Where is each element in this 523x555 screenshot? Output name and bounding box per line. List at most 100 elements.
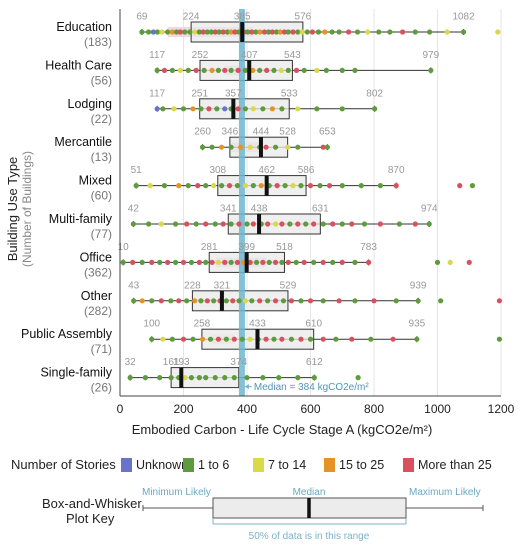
data-point: [393, 183, 399, 189]
value-label-q3: 610: [305, 319, 322, 330]
legend-label: 1 to 6: [198, 458, 229, 472]
overall-median-layer: Median = 384 kgCO2e/m²: [238, 9, 369, 396]
value-label-median: 444: [253, 127, 270, 138]
category-label: Office: [80, 250, 112, 264]
data-point: [211, 183, 217, 189]
data-point: [330, 259, 336, 265]
data-point: [196, 375, 202, 381]
data-point: [235, 67, 241, 73]
data-point: [352, 259, 358, 265]
value-label-q3: 543: [284, 50, 301, 61]
category-count: (71): [91, 342, 112, 356]
data-point: [415, 298, 421, 304]
category-label: Mixed: [79, 174, 112, 188]
data-point: [203, 259, 209, 265]
data-point: [460, 29, 467, 35]
data-point: [207, 336, 214, 342]
data-point: [371, 298, 377, 304]
value-label-min: 260: [194, 127, 211, 138]
data-point: [317, 183, 323, 189]
data-point: [180, 336, 187, 342]
data-point: [250, 106, 256, 112]
data-point: [149, 336, 155, 342]
data-point: [295, 221, 301, 227]
data-point: [447, 259, 453, 265]
data-point: [222, 67, 228, 73]
value-label-min: 10: [118, 242, 130, 253]
data-point: [244, 221, 250, 227]
data-point: [339, 67, 345, 73]
data-point: [320, 221, 326, 227]
y-axis-title: Building Use Type: [5, 157, 20, 262]
data-point: [190, 106, 196, 112]
data-point: [147, 183, 153, 189]
data-point: [265, 221, 271, 227]
value-label-q1: 308: [209, 165, 226, 176]
data-point: [198, 298, 204, 304]
data-point: [235, 106, 241, 112]
data-point: [298, 298, 304, 304]
data-point: [193, 67, 199, 73]
data-point: [257, 29, 263, 35]
data-point: [272, 259, 279, 265]
data-point: [301, 67, 307, 73]
value-label-q3: 518: [276, 242, 293, 253]
data-point: [324, 144, 330, 150]
data-point: [245, 29, 251, 35]
category-label: Multi-family: [49, 212, 113, 226]
data-point: [145, 29, 152, 35]
median-mark: [240, 22, 245, 42]
data-point: [196, 29, 202, 35]
value-label-q1: 251: [191, 88, 208, 99]
data-point: [236, 221, 242, 227]
data-point: [278, 67, 284, 73]
value-label-median: 462: [258, 165, 275, 176]
category-label: Public Assembly: [21, 327, 113, 341]
data-point: [280, 298, 287, 304]
data-point: [320, 298, 326, 304]
data-point: [339, 106, 345, 112]
data-point: [171, 106, 177, 112]
data-point: [333, 336, 339, 342]
data-point: [266, 259, 272, 265]
value-label-q1: 252: [192, 50, 209, 61]
data-point: [349, 221, 355, 227]
data-point: [157, 259, 163, 265]
data-point: [426, 29, 433, 35]
data-point: [204, 298, 210, 304]
category-count: (60): [91, 189, 112, 203]
data-point: [372, 106, 378, 112]
data-point: [265, 298, 271, 304]
data-point: [209, 144, 215, 150]
data-point: [285, 259, 291, 265]
data-point: [263, 144, 269, 150]
data-point: [212, 375, 218, 381]
data-point: [330, 221, 336, 227]
data-point: [196, 259, 202, 265]
data-point: [444, 29, 450, 35]
data-point: [150, 29, 156, 35]
data-point: [336, 298, 342, 304]
value-label-q1: 224: [183, 12, 200, 23]
x-tick-label: 1000: [424, 402, 451, 416]
data-point: [290, 183, 296, 189]
data-point: [154, 67, 160, 73]
data-point: [185, 183, 191, 189]
category-count: (26): [91, 381, 112, 395]
data-point: [355, 375, 361, 381]
value-label-max: 612: [306, 357, 323, 368]
data-point: [223, 336, 229, 342]
data-point: [192, 298, 198, 304]
data-point: [339, 183, 345, 189]
median-mark: [247, 60, 252, 81]
data-point: [352, 298, 358, 304]
data-point: [215, 67, 222, 73]
data-point: [220, 221, 226, 227]
data-point: [222, 259, 228, 265]
data-point: [273, 29, 280, 35]
key-title-line2: Plot Key: [66, 511, 115, 526]
data-point: [120, 259, 126, 265]
data-point: [228, 144, 234, 150]
x-tick-label: 200: [173, 402, 193, 416]
data-point: [265, 29, 272, 35]
